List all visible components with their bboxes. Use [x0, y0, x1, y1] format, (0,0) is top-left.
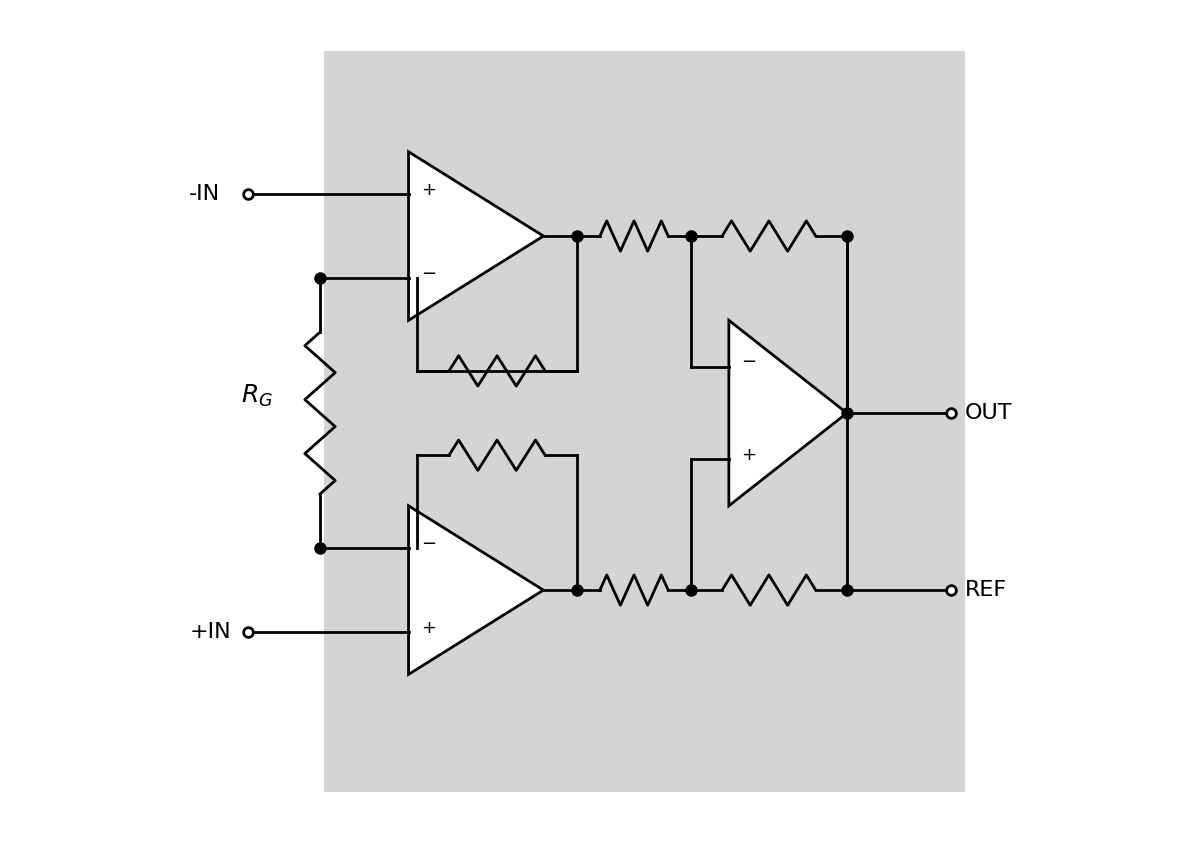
Polygon shape: [409, 506, 543, 674]
Bar: [324, 51, 965, 792]
Text: +: +: [422, 619, 436, 637]
Text: REF: REF: [965, 580, 1007, 600]
Text: +: +: [741, 446, 757, 464]
Text: $R_G$: $R_G$: [241, 383, 273, 410]
Text: OUT: OUT: [965, 403, 1012, 423]
Text: -IN: -IN: [189, 184, 221, 204]
Polygon shape: [729, 320, 847, 506]
Text: −: −: [741, 353, 757, 372]
Polygon shape: [409, 152, 543, 320]
Text: +: +: [422, 180, 436, 199]
Text: −: −: [422, 534, 436, 553]
Text: −: −: [422, 265, 436, 283]
Text: +IN: +IN: [189, 622, 230, 642]
